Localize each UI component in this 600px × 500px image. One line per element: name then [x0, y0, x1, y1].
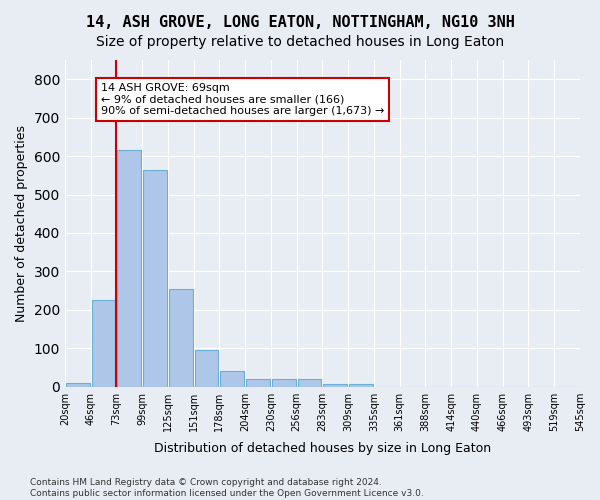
- Bar: [143, 170, 167, 386]
- Text: 14, ASH GROVE, LONG EATON, NOTTINGHAM, NG10 3NH: 14, ASH GROVE, LONG EATON, NOTTINGHAM, N…: [86, 15, 514, 30]
- Bar: [92, 300, 115, 386]
- Y-axis label: Number of detached properties: Number of detached properties: [15, 125, 28, 322]
- Bar: [118, 150, 141, 386]
- Bar: [169, 288, 193, 386]
- Text: 14 ASH GROVE: 69sqm
← 9% of detached houses are smaller (166)
90% of semi-detach: 14 ASH GROVE: 69sqm ← 9% of detached hou…: [101, 83, 384, 116]
- Bar: [298, 379, 322, 386]
- Bar: [272, 379, 296, 386]
- Bar: [220, 370, 244, 386]
- X-axis label: Distribution of detached houses by size in Long Eaton: Distribution of detached houses by size …: [154, 442, 491, 455]
- Bar: [246, 379, 270, 386]
- Text: Contains HM Land Registry data © Crown copyright and database right 2024.
Contai: Contains HM Land Registry data © Crown c…: [30, 478, 424, 498]
- Bar: [323, 384, 347, 386]
- Bar: [194, 350, 218, 387]
- Bar: [66, 383, 89, 386]
- Bar: [349, 384, 373, 386]
- Text: Size of property relative to detached houses in Long Eaton: Size of property relative to detached ho…: [96, 35, 504, 49]
